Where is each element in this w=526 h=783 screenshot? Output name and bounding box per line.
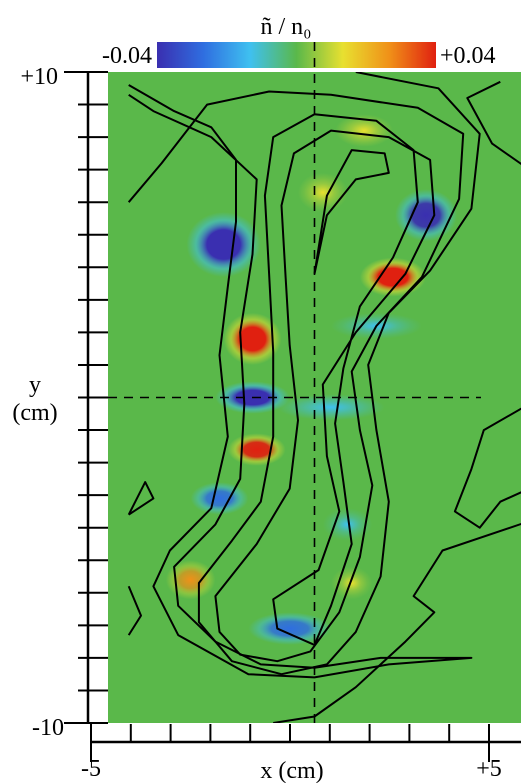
x-tick-label-right: +5	[476, 756, 502, 782]
contour-line	[127, 481, 155, 516]
x-axis-label: x (cm)	[260, 758, 323, 783]
colorbar-max-label: +0.04	[440, 43, 496, 69]
contour-line	[453, 407, 521, 529]
heatmap-blob	[190, 482, 249, 515]
heatmap-blob	[248, 612, 332, 645]
colorbar-min-label: -0.04	[102, 43, 152, 69]
heatmap-blob	[395, 189, 457, 242]
heatmap-field	[165, 114, 457, 645]
contour-line	[273, 522, 521, 723]
colorbar	[157, 42, 436, 68]
heatmap-blob	[227, 433, 286, 466]
crosshair	[108, 42, 481, 723]
heatmap-blob	[331, 566, 373, 600]
contour-line	[466, 80, 521, 166]
heatmap-blob	[297, 172, 348, 212]
contour-line	[127, 72, 481, 676]
heatmap-blob	[186, 211, 261, 278]
y-axis-label: y (cm)	[12, 372, 57, 426]
x-tick-label-left: -5	[81, 756, 101, 782]
heatmap-blob	[165, 560, 216, 600]
heatmap-blob	[322, 508, 373, 541]
contour-lines	[127, 72, 521, 723]
heatmap-blob	[223, 312, 282, 365]
y-tick-label-top: +10	[20, 64, 58, 90]
contour-line	[127, 585, 142, 636]
axes	[64, 71, 521, 762]
colorbar-title: ñ / n₀	[260, 14, 311, 40]
contour-line	[313, 149, 390, 275]
contour-line	[128, 84, 473, 679]
y-tick-label-bottom: -10	[32, 715, 64, 741]
